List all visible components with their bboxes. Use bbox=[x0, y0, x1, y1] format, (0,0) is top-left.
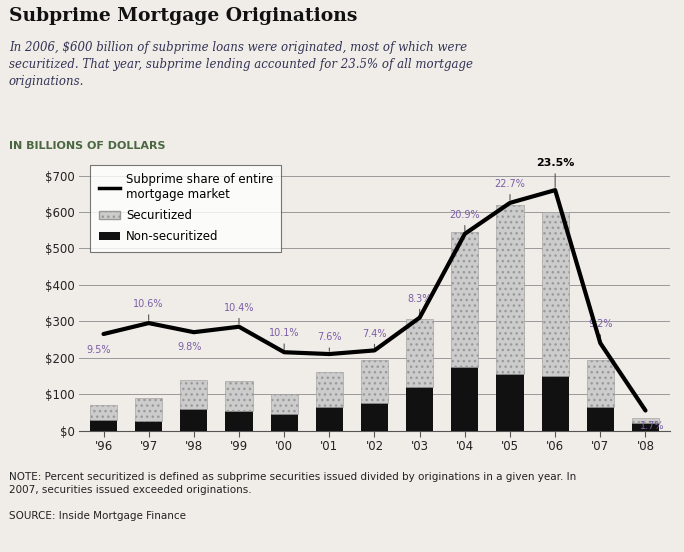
Bar bbox=[271, 414, 298, 431]
Text: 20.9%: 20.9% bbox=[449, 210, 480, 231]
Text: 10.1%: 10.1% bbox=[269, 328, 300, 349]
Text: 1.7%: 1.7% bbox=[640, 421, 664, 431]
Bar bbox=[226, 381, 252, 411]
Bar bbox=[361, 359, 388, 403]
Bar bbox=[90, 420, 117, 431]
Legend: Subprime share of entire
mortgage market, Securitized, Non-securitized: Subprime share of entire mortgage market… bbox=[90, 164, 281, 252]
Text: 10.6%: 10.6% bbox=[133, 299, 164, 320]
Text: 9.5%: 9.5% bbox=[87, 345, 111, 355]
Text: In 2006, $600 billion of subprime loans were originated, most of which were
secu: In 2006, $600 billion of subprime loans … bbox=[9, 41, 473, 88]
Bar bbox=[135, 422, 162, 431]
Bar bbox=[226, 411, 252, 431]
Bar bbox=[587, 407, 614, 431]
Bar bbox=[632, 418, 659, 423]
Text: 23.5%: 23.5% bbox=[536, 158, 575, 187]
Text: 7.6%: 7.6% bbox=[317, 332, 341, 351]
Text: Subprime Mortgage Originations: Subprime Mortgage Originations bbox=[9, 7, 357, 25]
Bar bbox=[181, 380, 207, 408]
Bar bbox=[451, 232, 478, 367]
Bar bbox=[632, 423, 659, 431]
Text: 10.4%: 10.4% bbox=[224, 303, 254, 324]
Text: 22.7%: 22.7% bbox=[495, 179, 525, 200]
Bar bbox=[497, 205, 523, 374]
Bar bbox=[542, 376, 568, 431]
Text: 9.8%: 9.8% bbox=[177, 342, 202, 352]
Text: 7.4%: 7.4% bbox=[363, 329, 386, 348]
Bar bbox=[406, 387, 433, 431]
Bar bbox=[271, 394, 298, 414]
Bar bbox=[316, 372, 343, 407]
Bar bbox=[316, 407, 343, 431]
Text: NOTE: Percent securitized is defined as subprime securities issued divided by or: NOTE: Percent securitized is defined as … bbox=[9, 472, 576, 495]
Bar bbox=[587, 359, 614, 407]
Text: 9.2%: 9.2% bbox=[588, 319, 613, 341]
Text: IN BILLIONS OF DOLLARS: IN BILLIONS OF DOLLARS bbox=[9, 141, 166, 151]
Text: SOURCE: Inside Mortgage Finance: SOURCE: Inside Mortgage Finance bbox=[9, 511, 186, 521]
Bar bbox=[90, 405, 117, 420]
Bar bbox=[361, 403, 388, 431]
Bar bbox=[135, 398, 162, 422]
Bar bbox=[406, 320, 433, 387]
Bar bbox=[497, 374, 523, 431]
Bar bbox=[181, 408, 207, 431]
Bar bbox=[451, 367, 478, 431]
Bar bbox=[542, 213, 568, 376]
Text: 8.3%: 8.3% bbox=[408, 294, 432, 315]
